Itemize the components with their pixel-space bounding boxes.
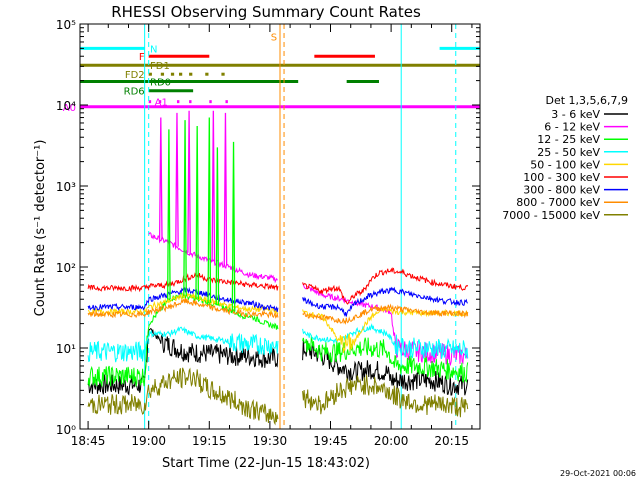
spike-2 bbox=[187, 110, 191, 253]
flag-label-rd0: RD0 bbox=[150, 78, 171, 89]
legend-label-6-12-kev: 6 - 12 keV bbox=[544, 121, 600, 134]
saa-label: S bbox=[271, 33, 277, 44]
x-tick-label-20-00: 20:00 bbox=[374, 434, 409, 448]
spike-10 bbox=[231, 141, 236, 312]
y-tick-label-10: 10¹ bbox=[56, 342, 76, 356]
y-tick-label-100: 10² bbox=[56, 261, 76, 275]
legend-label-3-6-kev: 3 - 6 keV bbox=[551, 108, 600, 121]
spike-1 bbox=[175, 112, 179, 247]
spike-6 bbox=[183, 120, 187, 297]
x-tick-label-20-15: 20:15 bbox=[434, 434, 469, 448]
y-axis: 10⁰ 10¹ 10² 10³ 10⁴ 10⁵ bbox=[56, 18, 480, 437]
legend-label-25-50-kev: 25 - 50 keV bbox=[537, 146, 600, 159]
legend-label-12-25-kev: 12 - 25 keV bbox=[537, 133, 600, 146]
y-tick-label-1000: 10³ bbox=[56, 180, 76, 194]
y-tick-label-10000: 10⁴ bbox=[56, 99, 76, 113]
y-axis-label: Count Rate (s⁻¹ detector⁻¹) bbox=[33, 140, 48, 317]
spike-7 bbox=[195, 126, 200, 300]
x-tick-label-19-00: 19:00 bbox=[131, 434, 166, 448]
chart-title: RHESSI Observing Summary Count Rates bbox=[111, 3, 421, 21]
legend-label-800-7000-kev: 800 - 7000 keV bbox=[516, 196, 600, 209]
x-tick-label-19-45: 19:45 bbox=[313, 434, 348, 448]
legend-label-50-100-kev: 50 - 100 keV bbox=[530, 158, 600, 171]
flag-label-rd6: RD6 bbox=[124, 87, 145, 98]
spike-0 bbox=[158, 117, 163, 240]
plot-content bbox=[80, 24, 480, 429]
series-12-25-kev bbox=[87, 291, 469, 387]
flag-label-n: N bbox=[150, 44, 157, 55]
spike-9 bbox=[215, 147, 220, 306]
legend-label-300-800-kev: 300 - 800 keV bbox=[523, 184, 600, 197]
legend-title: Det 1,3,5,6,7,9 bbox=[545, 94, 628, 107]
series-800-7000-kev bbox=[87, 298, 469, 326]
y-tick-label-100000: 10⁵ bbox=[56, 18, 76, 32]
flag-label-fd2: FD2 bbox=[125, 70, 145, 81]
series-25-50-kev bbox=[87, 323, 469, 363]
y-tick-label-1: 10⁰ bbox=[56, 423, 76, 437]
spike-8 bbox=[207, 117, 212, 303]
legend-label-7000-15000-kev: 7000 - 15000 keV bbox=[502, 209, 600, 222]
flag-label-f: F bbox=[139, 52, 145, 63]
flag-label-a1: A1 bbox=[155, 98, 168, 109]
x-axis: 18:45 19:00 19:15 19:30 19:45 20:00 20:15 bbox=[71, 24, 473, 448]
timestamp: 29-Oct-2021 00:06 bbox=[560, 469, 636, 478]
x-tick-label-19-15: 19:15 bbox=[192, 434, 227, 448]
x-tick-label-19-30: 19:30 bbox=[253, 434, 288, 448]
flag-label-fd1: FD1 bbox=[150, 61, 170, 72]
spike-5 bbox=[167, 129, 171, 300]
spike-3 bbox=[211, 110, 216, 262]
x-axis-label: Start Time (22-Jun-15 18:43:02) bbox=[162, 456, 370, 471]
x-tick-label-18-45: 18:45 bbox=[71, 434, 106, 448]
series-300-800-kev bbox=[87, 286, 468, 317]
spike-4 bbox=[223, 112, 228, 266]
plot-area: NF FD1 FD2 RD0 RD6 A0 A1 S bbox=[63, 24, 480, 429]
plot-frame bbox=[79, 23, 481, 430]
flag-label-a0: A0 bbox=[63, 103, 76, 114]
legend-label-100-300-kev: 100 - 300 keV bbox=[523, 171, 600, 184]
series-100-300-kev bbox=[87, 267, 469, 305]
series-7000-15000-kev bbox=[87, 367, 469, 426]
